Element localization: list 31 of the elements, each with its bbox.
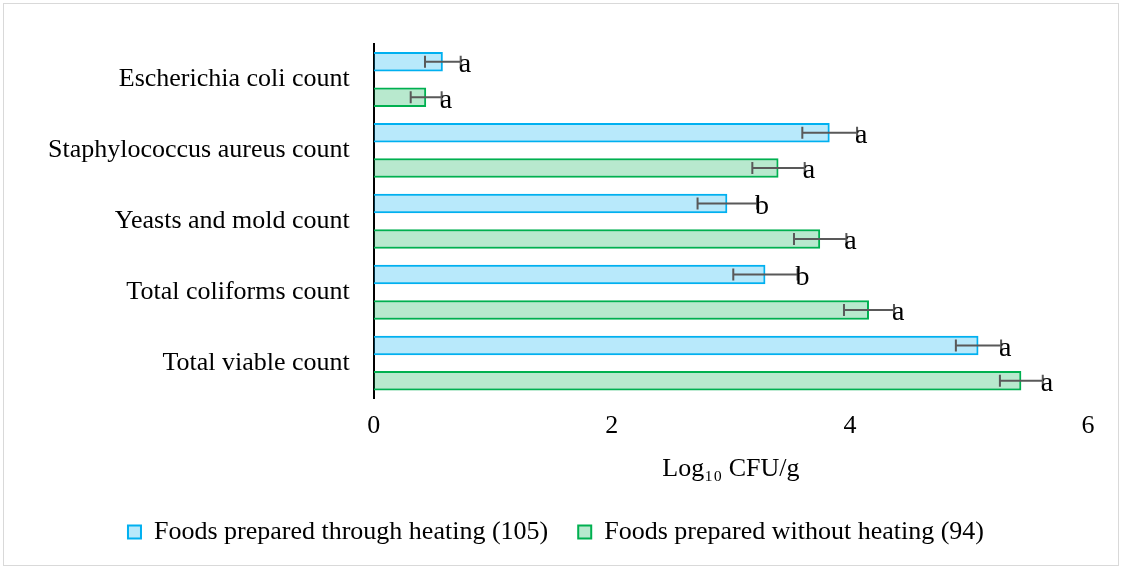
data-label: a (999, 330, 1013, 362)
bar (373, 158, 779, 178)
data-label: a (891, 295, 905, 327)
data-label: a (844, 224, 858, 256)
bar (373, 51, 443, 72)
data-label: a (802, 153, 816, 185)
y-tick-label: Staphylococcus aureus count (47, 134, 351, 164)
x-tick-label: 6 (1081, 410, 1095, 440)
y-tick-label: Total coliforms count (126, 276, 351, 306)
data-label: a (439, 82, 453, 114)
x-tick-label: 4 (843, 410, 857, 440)
data-label: b (795, 259, 810, 291)
bar (373, 300, 869, 320)
data-label: a (1040, 366, 1054, 398)
x-tick-label: 2 (605, 410, 619, 440)
data-label: b (755, 188, 770, 220)
legend-label: Foods prepared through heating (105) (153, 515, 549, 545)
x-tick-label: 0 (367, 410, 381, 440)
bar (373, 229, 821, 249)
bar (373, 371, 1022, 391)
data-label: a (458, 47, 472, 79)
bar (373, 193, 728, 214)
y-tick-label: Escherichia coli count (118, 63, 351, 93)
bar (373, 264, 766, 285)
x-axis-title: Log₁₀ CFU/g (662, 453, 800, 483)
y-tick-label: Yeasts and mold count (114, 205, 351, 235)
bar (373, 335, 979, 356)
data-label: a (855, 118, 869, 150)
bar (373, 122, 830, 143)
y-tick-label: Total viable count (162, 346, 351, 376)
legend-label: Foods prepared without heating (94) (604, 515, 985, 545)
